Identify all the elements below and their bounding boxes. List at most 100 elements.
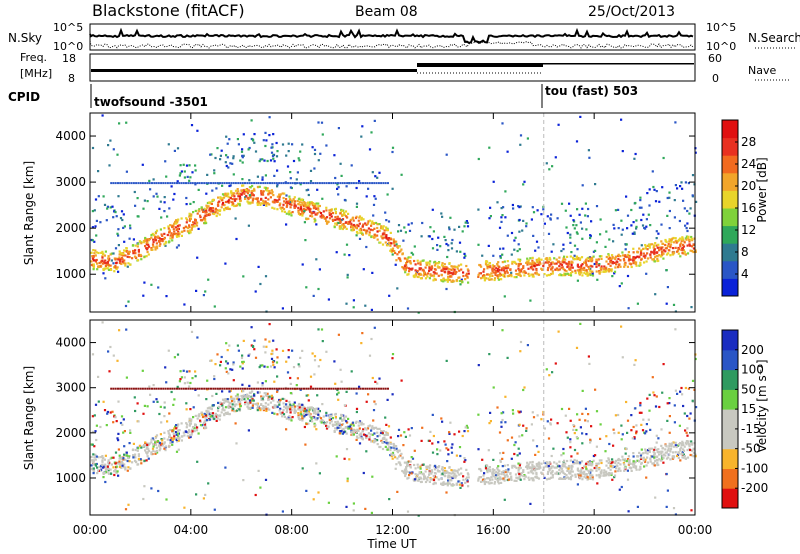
power-cell (552, 243, 555, 246)
velocity-cell (644, 449, 648, 452)
power-cell (217, 209, 220, 212)
power-cell (234, 182, 237, 185)
power-cell (238, 197, 241, 201)
power-cell (500, 220, 503, 223)
power-cell (101, 259, 104, 263)
velocity-cell (215, 414, 218, 417)
power-cell (432, 279, 435, 282)
power-cell (651, 170, 654, 173)
velocity-cell (406, 465, 409, 468)
velocity-cell (152, 449, 155, 452)
velocity-cell (173, 435, 176, 438)
velocity-cell (136, 402, 139, 405)
power-cell (101, 250, 104, 253)
power-cell (605, 260, 608, 263)
power-cell (232, 202, 235, 205)
power-cell (145, 243, 148, 246)
velocity-cell (195, 493, 198, 496)
velocity-cell (585, 467, 588, 470)
velocity-cell (433, 481, 436, 484)
power-cell (116, 153, 119, 156)
power-cell (611, 275, 614, 278)
power-cell (457, 276, 460, 279)
power-cell (379, 227, 383, 230)
power-cell (489, 215, 492, 218)
power-cell (614, 257, 617, 260)
velocity-cell (667, 447, 670, 450)
velocity-cell (343, 404, 346, 407)
power-cell (440, 212, 443, 215)
power-cell (453, 269, 456, 272)
velocity-cell (93, 445, 96, 448)
power-cell (309, 180, 313, 183)
power-cell (104, 267, 107, 270)
velocity-cell (347, 417, 350, 420)
power-cell (532, 268, 535, 271)
velocity-cell (241, 362, 244, 365)
power-cell (477, 243, 480, 246)
velocity-cell (367, 432, 370, 435)
velocity-cell (510, 457, 513, 460)
power-cell (154, 248, 157, 251)
velocity-cell (496, 473, 499, 476)
power-cell (548, 263, 551, 267)
velocity-cell (286, 409, 289, 412)
velocity-cell (118, 465, 121, 469)
power-cell (672, 236, 675, 240)
velocity-cell (617, 467, 620, 471)
power-cell (562, 248, 565, 251)
velocity-cell (466, 479, 469, 482)
velocity-cell (336, 388, 339, 391)
velocity-cell (154, 441, 157, 444)
velocity-cell (211, 417, 214, 420)
power-cell (639, 261, 642, 264)
power-cell (346, 273, 349, 276)
velocity-cell (395, 463, 398, 466)
power-cell (460, 263, 463, 266)
velocity-cell (314, 424, 317, 427)
velocity-cell (522, 469, 525, 472)
velocity-cell (307, 422, 310, 425)
power-cell (415, 272, 418, 275)
power-cell (575, 231, 578, 234)
velocity-cell (552, 447, 555, 450)
velocity-cell (519, 462, 522, 465)
velocity-cell (655, 448, 658, 451)
power-cell (617, 208, 620, 211)
velocity-cell (207, 410, 210, 413)
power-cell (137, 253, 140, 256)
power-cell (311, 146, 314, 149)
velocity-cell (606, 473, 609, 476)
power-cell (253, 141, 256, 144)
velocity-cell (145, 459, 148, 462)
power-cell (689, 249, 692, 252)
power-cell (228, 196, 231, 199)
power-cell (262, 139, 265, 142)
power-cell (118, 256, 121, 259)
power-cell (436, 248, 439, 251)
power-cell (600, 265, 603, 268)
power-cell (531, 259, 534, 262)
velocity-cell (213, 417, 216, 421)
power-cell (303, 202, 306, 205)
power-cell (146, 182, 149, 185)
velocity-cell (146, 451, 149, 454)
power-cell (191, 182, 194, 185)
power-cell (408, 229, 412, 232)
velocity-cell (251, 345, 255, 348)
velocity-cell (179, 378, 182, 381)
power-cell (269, 196, 272, 199)
power-cell (376, 238, 379, 241)
power-cell (209, 153, 212, 156)
power-cell (560, 266, 563, 269)
power-cell (609, 268, 612, 271)
velocity-cell (623, 469, 626, 472)
power-cell (588, 267, 591, 270)
power-cell (215, 209, 218, 212)
power-cell (278, 195, 281, 199)
velocity-cell (226, 349, 229, 352)
velocity-cell (276, 375, 279, 378)
power-cell (251, 192, 254, 195)
velocity-cell (681, 442, 684, 445)
power-cell (458, 269, 461, 272)
